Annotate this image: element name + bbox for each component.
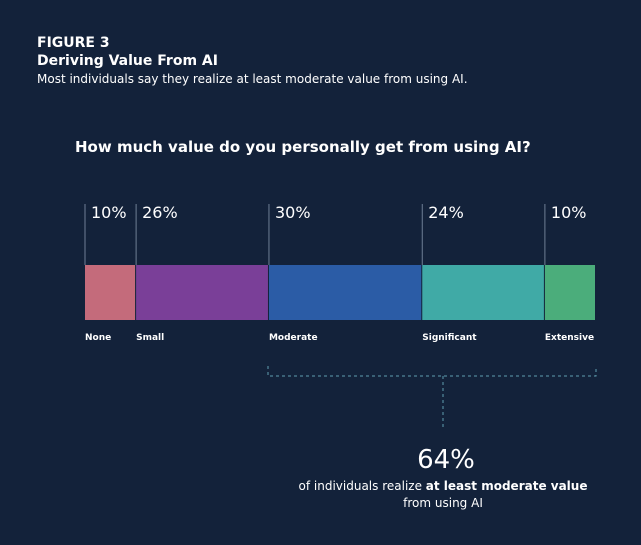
chart-subtitle: Most individuals say they realize at lea… (37, 72, 468, 86)
value-label: 30% (275, 203, 311, 222)
annotation-bold: at least moderate value (426, 479, 588, 493)
bracket (267, 366, 597, 377)
annotation-before: of individuals realize (299, 479, 422, 493)
annotation-after: from using AI (403, 496, 483, 510)
bar-segment (544, 265, 595, 320)
category-label: Significant (422, 333, 477, 343)
value-label: 26% (142, 203, 178, 222)
category-label: None (85, 333, 111, 343)
value-label: 10% (91, 203, 127, 222)
chart-title: Deriving Value From AI (37, 53, 218, 69)
category-label: Small (136, 333, 164, 343)
question: How much value do you personally get fro… (75, 138, 531, 156)
annotation-text: of individuals realize at least moderate… (299, 479, 588, 493)
annotation-value: 64% (417, 445, 475, 475)
figure-label: FIGURE 3 (37, 35, 110, 51)
category-label: Extensive (545, 333, 594, 343)
bar-segment (268, 265, 422, 320)
category-label: Moderate (269, 333, 318, 343)
value-label: 10% (551, 203, 587, 222)
bar-segment (422, 265, 544, 320)
value-label: 24% (428, 203, 464, 222)
bar-segment (85, 265, 136, 320)
bar-segment (136, 265, 268, 320)
